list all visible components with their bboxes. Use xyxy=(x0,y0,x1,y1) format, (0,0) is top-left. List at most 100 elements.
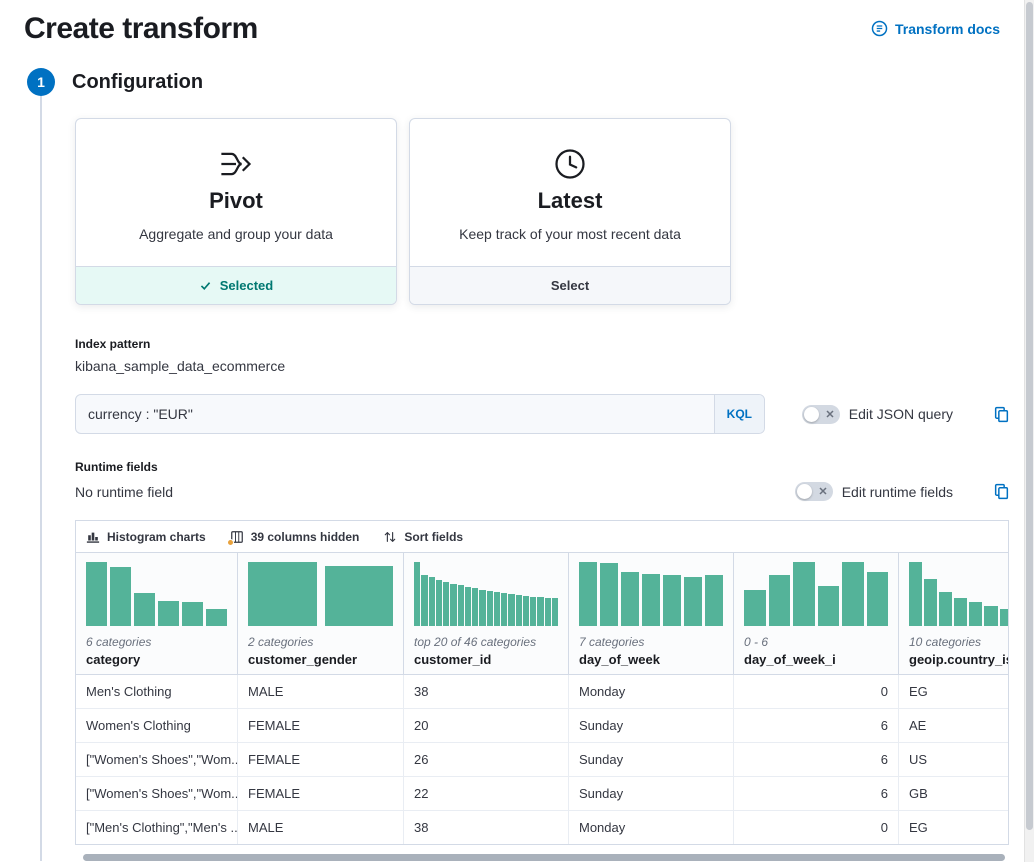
column-meta: 6 categories xyxy=(86,635,152,649)
histogram-charts-button[interactable]: Histogram charts xyxy=(86,530,206,544)
histogram-bar xyxy=(793,562,815,626)
column-histogram xyxy=(414,562,558,626)
latest-card[interactable]: Latest Keep track of your most recent da… xyxy=(409,118,731,305)
histogram-bar xyxy=(435,579,442,626)
step-number-badge: 1 xyxy=(27,68,55,96)
grid-cell[interactable]: AE xyxy=(899,709,1008,743)
grid-cell[interactable]: 0 xyxy=(734,811,899,844)
histogram-bar xyxy=(866,572,888,626)
grid-cell[interactable]: FEMALE xyxy=(238,709,404,743)
grid-cell[interactable]: 6 xyxy=(734,777,899,811)
aggregate-icon xyxy=(76,146,396,182)
column-header-category[interactable]: 6 categories category xyxy=(76,553,238,674)
grid-cell[interactable]: Sunday xyxy=(569,777,734,811)
page-scrollbar-thumb[interactable] xyxy=(1026,2,1033,830)
edit-runtime-fields-toggle-group: Edit runtime fields xyxy=(794,482,953,501)
grid-cell[interactable]: Monday xyxy=(569,675,734,709)
edit-runtime-fields-label: Edit runtime fields xyxy=(841,483,953,500)
grid-cell[interactable]: EG xyxy=(899,811,1008,844)
edit-runtime-fields-toggle[interactable] xyxy=(794,482,833,501)
kql-query-input[interactable]: currency : "EUR" KQL xyxy=(75,394,765,434)
toggle-off-x-icon xyxy=(826,409,834,418)
histogram-bar xyxy=(522,595,529,626)
edit-json-query-toggle[interactable] xyxy=(801,404,840,424)
grid-cell[interactable]: Monday xyxy=(569,811,734,844)
latest-card-footer-label: Select xyxy=(550,278,590,293)
source-index-preview-grid: Histogram charts 39 columns hidden xyxy=(75,520,1009,845)
grid-cell[interactable]: FEMALE xyxy=(238,743,404,777)
column-header-day_of_week_i[interactable]: 0 - 6 day_of_week_i xyxy=(734,553,899,674)
query-language-button[interactable]: KQL xyxy=(713,395,764,433)
histogram-bar xyxy=(842,562,864,626)
column-name: customer_gender xyxy=(248,652,358,667)
histogram-bar xyxy=(579,562,597,626)
sort-icon xyxy=(383,530,397,544)
transform-docs-link[interactable]: Transform docs xyxy=(871,20,1000,37)
histogram-bar xyxy=(969,602,983,626)
columns-hidden-label: 39 columns hidden xyxy=(250,529,360,544)
histogram-bar xyxy=(428,577,435,626)
grid-cell[interactable]: 6 xyxy=(734,743,899,777)
histogram-bar xyxy=(493,592,500,626)
runtime-fields-value: No runtime field xyxy=(75,483,174,500)
column-header-customer_id[interactable]: top 20 of 46 categories customer_id xyxy=(404,553,569,674)
grid-cell[interactable]: FEMALE xyxy=(238,777,404,811)
grid-cell[interactable]: ["Women's Shoes","Wom... xyxy=(76,743,238,777)
histogram-bar xyxy=(206,608,227,626)
check-icon xyxy=(199,279,212,292)
table-row: ["Women's Shoes","Wom... FEMALE 22 Sunday 6 G… xyxy=(76,777,1008,811)
grid-cell[interactable]: 38 xyxy=(404,811,569,844)
histogram-bar xyxy=(324,565,393,626)
grid-cell[interactable]: Sunday xyxy=(569,709,734,743)
histogram-bar xyxy=(134,593,155,626)
copy-icon[interactable] xyxy=(991,481,1012,502)
grid-cell[interactable]: 26 xyxy=(404,743,569,777)
histogram-bar xyxy=(744,590,766,626)
latest-card-footer[interactable]: Select xyxy=(410,266,730,304)
grid-cell[interactable]: US xyxy=(899,743,1008,777)
pivot-card[interactable]: Pivot Aggregate and group your data Sele… xyxy=(75,118,397,305)
column-header-day_of_week[interactable]: 7 categories day_of_week xyxy=(569,553,734,674)
page-scrollbar[interactable] xyxy=(1024,0,1034,862)
grid-cell[interactable]: GB xyxy=(899,777,1008,811)
column-meta: 0 - 6 xyxy=(744,635,769,649)
histogram-bar xyxy=(909,562,923,626)
sort-fields-button[interactable]: Sort fields xyxy=(383,530,463,544)
grid-cell[interactable]: Sunday xyxy=(569,743,734,777)
grid-cell[interactable]: ["Men's Clothing","Men's ... xyxy=(76,811,238,844)
grid-cell[interactable]: 22 xyxy=(404,777,569,811)
grid-cell[interactable]: MALE xyxy=(238,811,404,844)
histogram-charts-label: Histogram charts xyxy=(107,529,206,544)
histogram-bar xyxy=(705,574,723,626)
histogram-bar xyxy=(450,583,457,626)
grid-cell[interactable]: Women's Clothing xyxy=(76,709,238,743)
copy-icon[interactable] xyxy=(991,404,1012,425)
histogram-bar xyxy=(515,595,522,626)
column-meta: 2 categories xyxy=(248,635,314,649)
pivot-card-footer[interactable]: Selected xyxy=(76,266,396,304)
sort-fields-label: Sort fields xyxy=(404,529,464,544)
grid-cell[interactable]: 0 xyxy=(734,675,899,709)
histogram-bar xyxy=(479,589,486,626)
column-histogram xyxy=(86,562,227,626)
column-header-customer_gender[interactable]: 2 categories customer_gender xyxy=(238,553,404,674)
column-histogram xyxy=(248,562,393,626)
columns-hidden-button[interactable]: 39 columns hidden xyxy=(226,529,360,546)
column-name: day_of_week xyxy=(579,652,660,667)
column-header-geoip.country_iso_code[interactable]: 10 categories geoip.country_iso_code xyxy=(899,553,1008,674)
grid-cell[interactable]: MALE xyxy=(238,675,404,709)
horizontal-scrollbar[interactable] xyxy=(83,854,1005,861)
histogram-bar xyxy=(544,597,551,626)
grid-cell[interactable]: 6 xyxy=(734,709,899,743)
grid-cell[interactable]: 38 xyxy=(404,675,569,709)
grid-cell[interactable]: 20 xyxy=(404,709,569,743)
pivot-card-footer-label: Selected xyxy=(219,278,274,293)
grid-cell[interactable]: EG xyxy=(899,675,1008,709)
grid-cell[interactable]: ["Women's Shoes","Wom... xyxy=(76,777,238,811)
page-title: Create transform xyxy=(24,12,258,45)
toggle-thumb xyxy=(796,484,812,499)
histogram-bar xyxy=(537,597,544,626)
grid-cell[interactable]: Men's Clothing xyxy=(76,675,238,709)
histogram-bar xyxy=(551,598,558,626)
